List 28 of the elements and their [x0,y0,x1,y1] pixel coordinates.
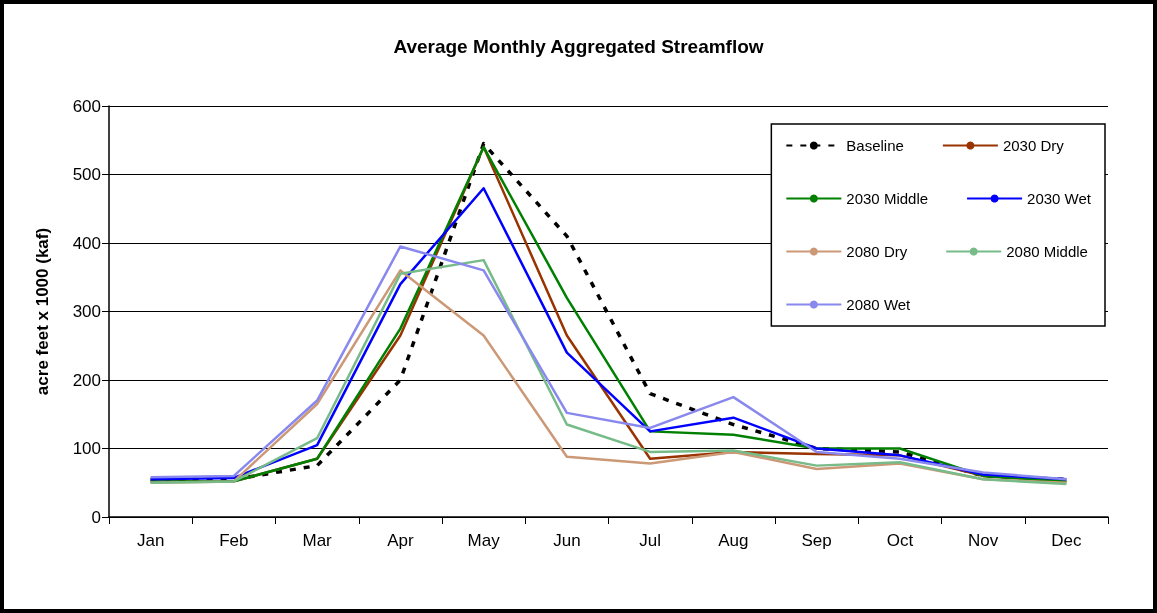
x-tick-label: Jul [639,531,661,550]
x-tick-label: Aug [718,531,749,550]
x-tick-label: Sep [801,531,832,550]
legend-label: 2030 Middle [846,190,929,207]
x-tick-label: Jan [136,531,165,550]
y-tick-label: 300 [72,302,101,321]
y-tick-label: 200 [72,370,101,390]
y-axis-title: acre feet x 1000 (kaf) [33,227,52,396]
legend-label: 2080 Wet [846,296,912,313]
y-tick-label: 600 [72,96,101,116]
x-tick-label: Dec [1051,531,1082,550]
chart-title: Average Monthly Aggregated Streamflow [393,36,764,57]
legend-label: 2080 Middle [1006,243,1088,260]
y-tick-label: 500 [72,165,101,184]
y-tick-label: 100 [72,439,101,458]
x-tick-label: Mar [302,531,333,550]
x-tick-label: Apr [387,531,414,550]
x-tick-label: Nov [968,531,999,550]
x-tick-label: Jun [553,531,581,550]
y-tick-label: 400 [72,233,101,253]
x-tick-label: Oct [886,531,914,550]
legend-label: 2030 Dry [1002,137,1065,154]
y-tick-label: 0 [91,507,101,527]
legend-label: Baseline [846,137,904,154]
legend-label: 2030 Wet [1027,190,1092,207]
x-tick-label: May [467,531,501,550]
legend-label: 2080 Dry [846,243,908,260]
x-tick-label: Feb [219,531,249,550]
